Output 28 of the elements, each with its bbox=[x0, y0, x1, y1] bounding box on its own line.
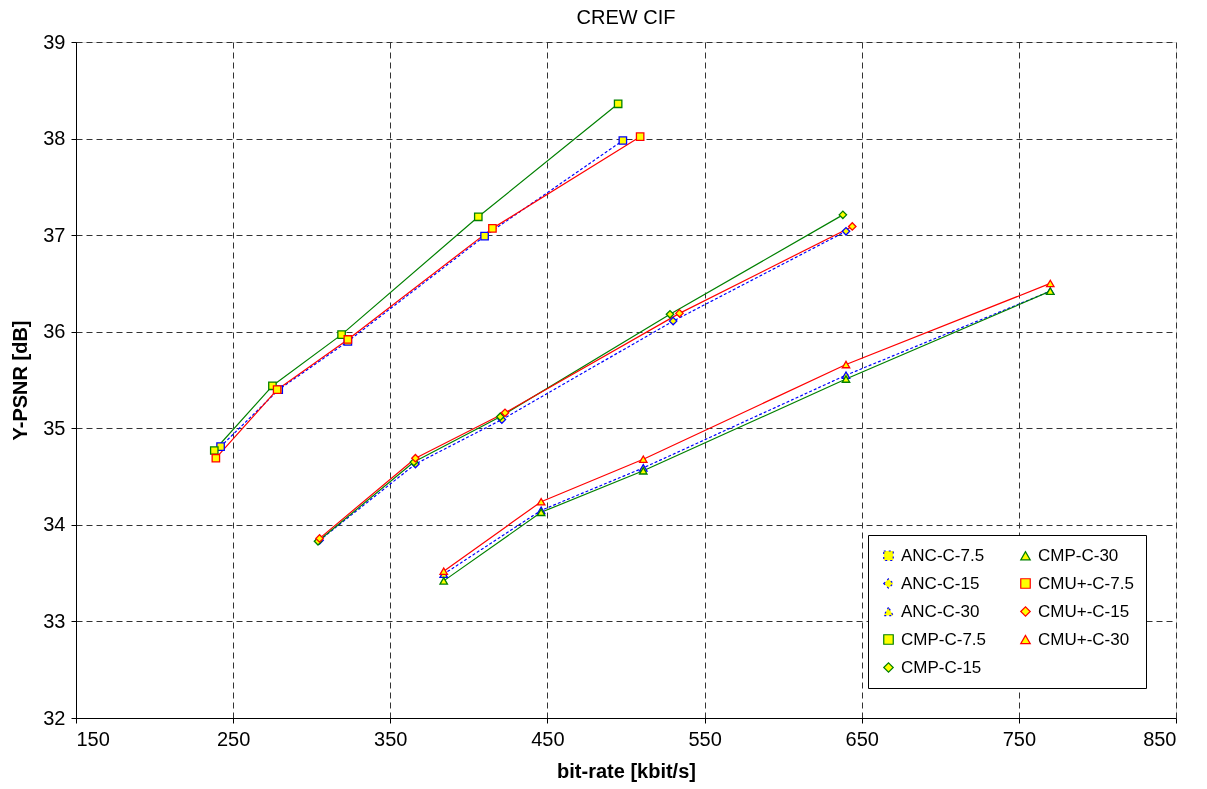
legend-label: CMP-C-30 bbox=[1038, 545, 1119, 565]
y-tick-label: 36 bbox=[43, 320, 66, 343]
y-tick-label: 34 bbox=[43, 513, 66, 536]
legend-label: CMU+-C-15 bbox=[1038, 601, 1130, 621]
x-tick-label: 350 bbox=[374, 727, 408, 750]
legend-label: CMP-C-15 bbox=[901, 657, 982, 677]
legend-label: ANC-C-30 bbox=[901, 601, 980, 621]
x-tick-label: 850 bbox=[1143, 727, 1177, 750]
y-axis-title: Y-PSNR [dB] bbox=[9, 320, 32, 441]
x-tick-label: 550 bbox=[688, 727, 722, 750]
y-tick-label: 32 bbox=[43, 706, 66, 729]
x-tick-label: 650 bbox=[845, 727, 879, 750]
x-tick-label: 150 bbox=[76, 727, 110, 750]
legend-label: ANC-C-15 bbox=[901, 573, 980, 593]
legend-label: CMU+-C-7.5 bbox=[1038, 573, 1134, 593]
x-tick-label: 750 bbox=[1002, 727, 1037, 750]
y-tick-label: 38 bbox=[43, 127, 66, 150]
y-tick-label: 39 bbox=[43, 30, 66, 53]
legend-label: CMP-C-7.5 bbox=[901, 629, 987, 649]
y-tick-label: 35 bbox=[43, 416, 66, 439]
y-tick-label: 33 bbox=[43, 609, 66, 632]
x-tick-label: 250 bbox=[216, 727, 251, 750]
chart-title: CREW CIF bbox=[576, 6, 676, 28]
x-axis-title: bit-rate [kbit/s] bbox=[557, 759, 696, 782]
x-tick-label: 450 bbox=[531, 727, 565, 750]
y-tick-label: 37 bbox=[43, 223, 66, 246]
legend-label: ANC-C-7.5 bbox=[901, 545, 985, 565]
legend-label: CMU+-C-30 bbox=[1038, 629, 1130, 649]
